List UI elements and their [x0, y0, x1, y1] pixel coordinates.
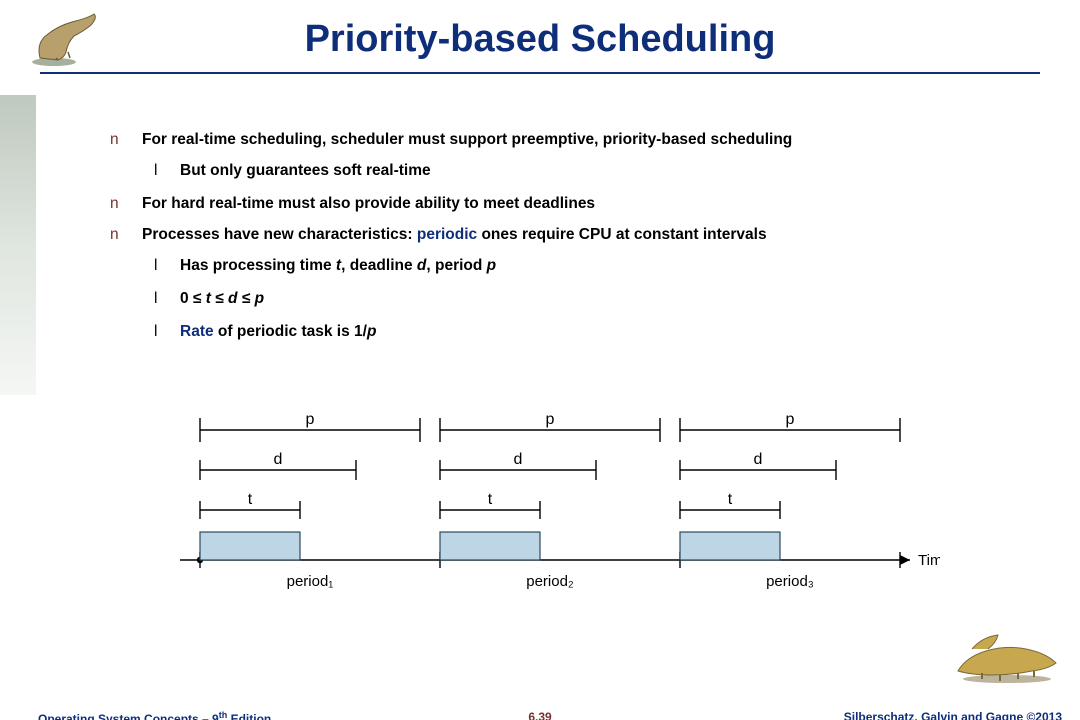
bullet-level-2: l 0 ≤ t ≤ d ≤ p [154, 289, 990, 310]
bullet-level-1: n Processes have new characteristics: per… [110, 225, 990, 246]
bullet-text: For real-time scheduling, scheduler must… [142, 131, 792, 148]
bullet-text: For hard real-time must also provide abi… [142, 195, 595, 212]
bullet-marker: l [154, 161, 162, 182]
bullet-list: n For real-time scheduling, scheduler mus… [110, 130, 990, 354]
bullet-marker: n [110, 225, 124, 246]
bullet-text: 0 ≤ t ≤ d ≤ p [180, 290, 264, 307]
svg-text:d: d [514, 451, 523, 468]
bullet-level-1: n For hard real-time must also provide ab… [110, 194, 990, 215]
bullet-marker: l [154, 322, 162, 343]
dinosaur-logo-bottom [952, 629, 1062, 684]
svg-text:p: p [546, 411, 555, 428]
svg-text:t: t [248, 491, 253, 508]
bullet-marker: l [154, 289, 162, 310]
svg-text:d: d [754, 451, 763, 468]
svg-text:d: d [274, 451, 283, 468]
bullet-text: But only guarantees soft real-time [180, 162, 431, 179]
bullet-level-2: l Rate of periodic task is 1/p [154, 322, 990, 343]
bullet-level-2: l Has processing time t, deadline d, peri… [154, 256, 990, 277]
bullet-level-2: l But only guarantees soft real-time [154, 161, 990, 182]
slide-title: Priority-based Scheduling [0, 18, 1080, 61]
bullet-text: Rate of periodic task is 1/p [180, 323, 376, 340]
slide: Priority-based Scheduling n For real-time… [0, 0, 1080, 720]
bullet-marker: l [154, 256, 162, 277]
footer-right: Silberschatz, Galvin and Gagne ©2013 [844, 710, 1062, 720]
periodic-task-diagram: Time p d t period₁ p d t period₂ p d t period₃ [160, 400, 940, 620]
bullet-marker: n [110, 194, 124, 215]
bullet-marker: n [110, 130, 124, 151]
svg-text:t: t [728, 491, 733, 508]
svg-text:t: t [488, 491, 493, 508]
bullet-text: Has processing time t, deadline d, perio… [180, 257, 496, 274]
bullet-text: Processes have new characteristics: peri… [142, 226, 767, 243]
svg-text:p: p [306, 411, 315, 428]
svg-text:period₁: period₁ [287, 573, 334, 590]
svg-text:period₃: period₃ [766, 573, 814, 590]
bullet-level-1: n For real-time scheduling, scheduler mus… [110, 130, 990, 151]
svg-text:period₂: period₂ [526, 573, 574, 590]
title-rule [40, 72, 1040, 74]
left-stripe [0, 95, 36, 395]
svg-text:Time: Time [918, 552, 940, 569]
svg-text:p: p [786, 411, 795, 428]
